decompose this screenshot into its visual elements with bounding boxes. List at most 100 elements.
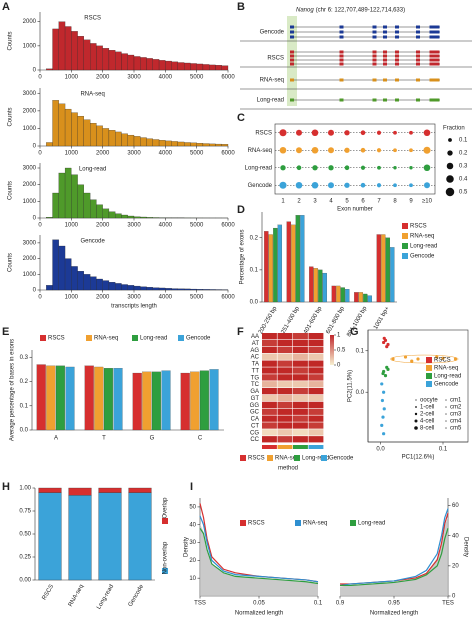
heat-cell	[277, 360, 293, 367]
heat-cell	[277, 408, 293, 415]
histogram-bar	[46, 142, 53, 147]
x-tick-label: 6000	[221, 75, 235, 81]
dot	[295, 181, 303, 189]
legend-label: RSCS	[434, 358, 451, 364]
legend-label: Gencode	[434, 382, 459, 388]
y-tick-label: 0.00	[19, 578, 31, 584]
heat-cell	[262, 381, 277, 388]
heat-cell	[262, 367, 277, 374]
exon	[290, 98, 294, 102]
bar	[295, 215, 300, 303]
histogram-bar	[171, 61, 178, 71]
bar	[286, 221, 291, 303]
histogram-bar	[133, 136, 141, 147]
histogram-bar	[158, 140, 166, 147]
exon	[372, 58, 377, 62]
histogram-bar	[96, 45, 103, 71]
x-tick-label: 4000	[159, 151, 173, 157]
dot	[311, 146, 319, 154]
dot	[328, 147, 334, 154]
x-tick-label: 601-800 bp	[325, 305, 346, 335]
bar-segment	[38, 487, 62, 493]
dot	[409, 148, 413, 153]
heat-cell	[308, 360, 324, 367]
heat-cell	[293, 360, 308, 367]
x-axis-label: Normalized length	[370, 611, 418, 617]
legend-swatch	[240, 455, 246, 461]
histogram-bar	[146, 58, 153, 71]
heat-cell	[308, 415, 324, 422]
histogram-bar	[83, 192, 91, 219]
bar	[209, 369, 219, 431]
legend-swatch	[40, 335, 46, 341]
histogram-bar	[184, 142, 191, 147]
heat-cell	[262, 429, 277, 436]
heat-cell	[308, 353, 324, 360]
bar	[345, 289, 350, 303]
x-tick-label: 4000	[159, 295, 173, 301]
exon	[416, 35, 420, 39]
density-line	[199, 527, 319, 585]
legend-swatch	[321, 455, 327, 461]
x-tick-label: 1000	[65, 75, 79, 81]
heat-cell	[308, 339, 324, 347]
histogram-bar	[71, 31, 78, 71]
x-tick-label: 200-250 bp	[258, 305, 279, 335]
y-tick-label: 30	[189, 540, 196, 546]
dot	[393, 148, 397, 153]
x-tick-label: 0.1	[314, 601, 323, 607]
x-axis-label: method	[278, 466, 298, 472]
histogram-bar	[46, 285, 53, 291]
point	[382, 336, 386, 340]
histogram-bar	[190, 142, 197, 147]
bar	[264, 231, 269, 303]
y-axis-label: Percentage of exons	[240, 229, 246, 284]
heat-cell	[277, 415, 293, 422]
exon	[383, 58, 387, 62]
bar	[65, 366, 75, 431]
heat-cell	[277, 388, 293, 395]
bar	[367, 295, 372, 303]
row-label: CT	[251, 423, 259, 429]
heat-cell	[262, 333, 277, 340]
point	[386, 342, 390, 347]
bar	[385, 237, 390, 303]
legend-swatch	[294, 455, 300, 461]
y-axis-label: Counts	[8, 31, 14, 50]
dot	[360, 165, 366, 170]
point	[382, 340, 386, 345]
heat-cell	[262, 422, 277, 429]
dot	[376, 130, 382, 135]
scale-label: 1	[337, 333, 341, 339]
histogram-bar	[96, 125, 103, 147]
y-axis-label: PC2(11.5%)	[348, 370, 354, 402]
bar	[376, 234, 381, 303]
heat-cell	[262, 374, 277, 381]
heat-cell	[262, 388, 277, 395]
histogram-bar	[202, 64, 210, 71]
point	[381, 415, 385, 419]
histogram-bar	[165, 140, 172, 147]
cm-dot	[445, 413, 447, 415]
legend-label: RNA-seq	[275, 456, 299, 462]
heat-cell	[262, 339, 277, 347]
heat-cell	[308, 401, 324, 409]
heat-cell	[308, 422, 324, 429]
row-label: AT	[252, 341, 260, 347]
histogram-bar	[133, 56, 141, 71]
bar	[199, 370, 209, 431]
scale-label: 0.5	[337, 348, 346, 354]
legend-label: Long-read	[434, 374, 461, 380]
histogram-bar	[221, 144, 229, 147]
histogram-bar	[102, 128, 110, 147]
background-area	[200, 523, 318, 596]
y-tick-label: 0.25	[19, 555, 31, 561]
x-tick-label: 0	[38, 295, 42, 301]
x-tick-label: 5000	[190, 151, 204, 157]
bar	[132, 372, 142, 431]
heat-cell	[293, 422, 308, 429]
histogram-bar	[90, 123, 97, 147]
histogram-bar	[64, 258, 72, 291]
exon	[372, 62, 377, 66]
dot	[344, 182, 350, 188]
